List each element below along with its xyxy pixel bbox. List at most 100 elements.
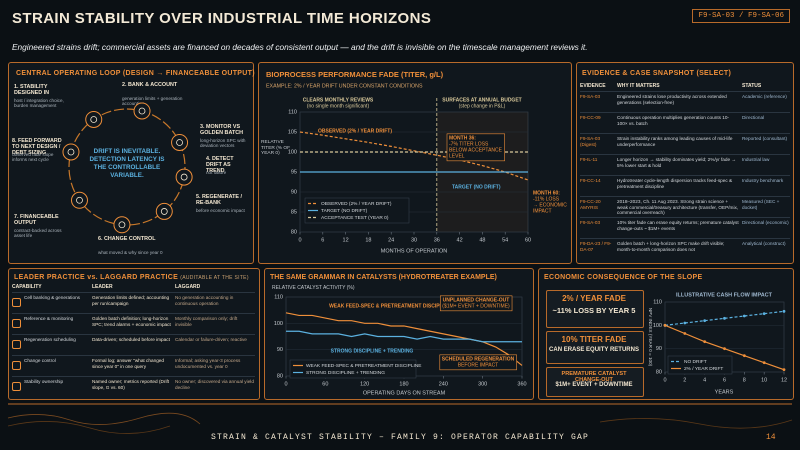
row-icon [12,382,21,391]
row-icon [12,340,21,349]
table-cell: No owner; discovered via annual yield de… [175,379,254,390]
table-cell: F9-DA-23 / F9-DA-07 [580,241,612,252]
table-cell: Monthly comparison only; drift invisible [175,316,238,327]
row-rule [12,292,255,293]
panel-title: LEADER PRACTICE vs. LAGGARD PRACTICE (AU… [14,274,249,281]
step-title: 7. FINANCEABLE OUTPUT [14,214,59,227]
table-cell: F9-CC-20 AMYRIS [580,199,601,210]
column-header: CAPABILITY [12,284,42,290]
step-text: not failure [206,170,227,175]
panel-title: ECONOMIC CONSEQUENCE OF THE SLOPE [544,274,703,281]
table-cell: Golden batch + long-horizon SPC make dri… [617,241,725,252]
column-header: EVIDENCE [580,83,606,89]
panel-title: CENTRAL OPERATING LOOP (DESIGN → FINANCE… [16,70,255,77]
table-cell: Measured (SEC + docket) [742,199,780,210]
table-cell: Data-driven; scheduled before impact [92,337,170,342]
y-axis-label: RELATIVE CATALYST ACTIVITY (%) [272,285,355,291]
panel-title-text: LEADER PRACTICE vs. LAGGARD PRACTICE [14,274,179,281]
table-cell: Reference & monitoring [24,316,74,321]
step-title: 2. BANK & ACCOUNT [122,82,178,88]
callout-box [546,367,644,397]
step-text: observed fade slope informs next cycle [12,152,54,163]
table-cell: F9-CC-14 [580,178,601,183]
row-rule [12,355,255,356]
decor [7,412,201,425]
row-rule [580,175,790,176]
step-text: contract-backed across asset life [14,228,62,239]
step-text: long-horizon SPC with deviation vectors [200,138,246,149]
table-cell: Golden batch definition; long-horizon SP… [92,316,171,327]
row-rule [12,376,255,377]
row-rule [580,196,790,197]
table-cell: F9-IL-11 [580,157,598,162]
column-header: WHY IT MATTERS [617,83,660,89]
row-rule [580,238,790,239]
table-cell: 10% titer fade can erase equity returns;… [617,220,739,231]
tag: F9-SA-03 / F9-SA-06 [692,9,790,23]
row-rule [580,217,790,218]
row-rule [12,334,255,335]
step-text: generation limits + generation accountin… [122,96,183,107]
table-cell: Analytical (construct) [742,241,786,246]
title: STRAIN STABILITY OVER INDUSTRIAL TIME HO… [12,10,432,27]
table-cell: Industrial law [742,157,770,162]
panel-note: (AUDITABLE AT THE SITE) [180,275,249,281]
y-axis-label: RELATIVE TITER (% OF YEAR 0) [261,140,291,157]
step-title: 5. REGENERATE / RE-BANK [196,194,243,207]
step-text: host / integration choice, burden manage… [14,98,64,109]
table-cell: Directional (economic) [742,220,789,225]
table-cell: Regeneration scheduling [24,337,76,342]
callout-text: $1M+ EVENT + DOWNTIME [555,382,633,388]
table-cell: Directional [742,115,765,120]
row-rule [580,133,790,134]
callout-head: 10% TITER FADE [561,335,627,344]
step-title: 8. FEED FORWARD TO NEXT DESIGN / DEBT SI… [12,138,62,157]
row-rule [580,91,790,92]
step-title: 6. CHANGE CONTROL [98,236,156,242]
callout-head: PREMATURE CATALYST CHANGE-OUT [561,371,627,383]
row-rule [12,313,255,314]
row-icon [12,298,21,307]
page-number: 14 [766,433,776,442]
column-header: LEADER [92,284,113,290]
table-cell: Generation limits defined; accounting pe… [92,295,170,306]
fade-panel [258,62,572,264]
callout-head: 2% / YEAR FADE [562,294,626,303]
table-cell: Strain instability ranks among leading c… [617,136,733,147]
row-icon [12,361,21,370]
table-cell: F9-CC-09 [580,115,601,120]
table-cell: Stability ownership [24,379,64,384]
table-cell: F9-SA-03 [580,94,601,99]
table-cell: Change control [24,358,56,363]
table-cell: Calendar or failure-driven; reactive [175,337,247,342]
row-icon [12,319,21,328]
decor [599,418,793,429]
table-cell: Hydrotreater cycle-length dispersion tra… [617,178,733,189]
step-title: 1. STABILITY DESIGNED IN [14,84,50,97]
table-cell: Longer horizon → stability dominates yie… [617,157,737,168]
table-cell: 2018–2023, Ch. 11 Aug 2023. Strong strai… [617,199,739,216]
step-text: what moved & why since year 0 [98,250,163,255]
table-cell: Cell banking & generations [24,295,81,300]
table-cell: F9-SA-03 [580,220,601,225]
table-cell: Engineered strains lose productivity acr… [617,94,727,105]
column-header: STATUS [742,83,762,89]
subtitle: Engineered strains drift; commercial ass… [12,42,588,52]
panel-title: EVIDENCE & CASE SNAPSHOT (SELECT) [582,70,732,77]
table-cell: Informal; asking year-3 process undocume… [175,358,241,369]
loop-center: DRIFT IS INEVITABLE. DETECTION LATENCY I… [89,148,165,179]
table-cell: F9-SA-03 (Digest) [580,136,601,147]
row-rule [580,154,790,155]
callout-box [546,331,644,364]
table-cell: No generation accounting in continuous o… [175,295,234,306]
evidence-panel [576,62,794,264]
callout-text: CAN ERASE EQUITY RETURNS [549,347,639,353]
table-cell: Continuous operation multiplies generati… [617,115,730,126]
table-cell: Named owner; metrics reported (Drift slo… [92,379,170,390]
step-title: 3. MONITOR VS GOLDEN BATCH [200,124,244,137]
callout-text: ~11% LOSS BY YEAR 5 [552,306,636,315]
step-text: before economic impact [196,208,245,213]
table-cell: Formal log; answer "what changed since y… [92,358,165,369]
footer-text: STRAIN & CATALYST STABILITY – FAMILY 9: … [210,433,590,442]
